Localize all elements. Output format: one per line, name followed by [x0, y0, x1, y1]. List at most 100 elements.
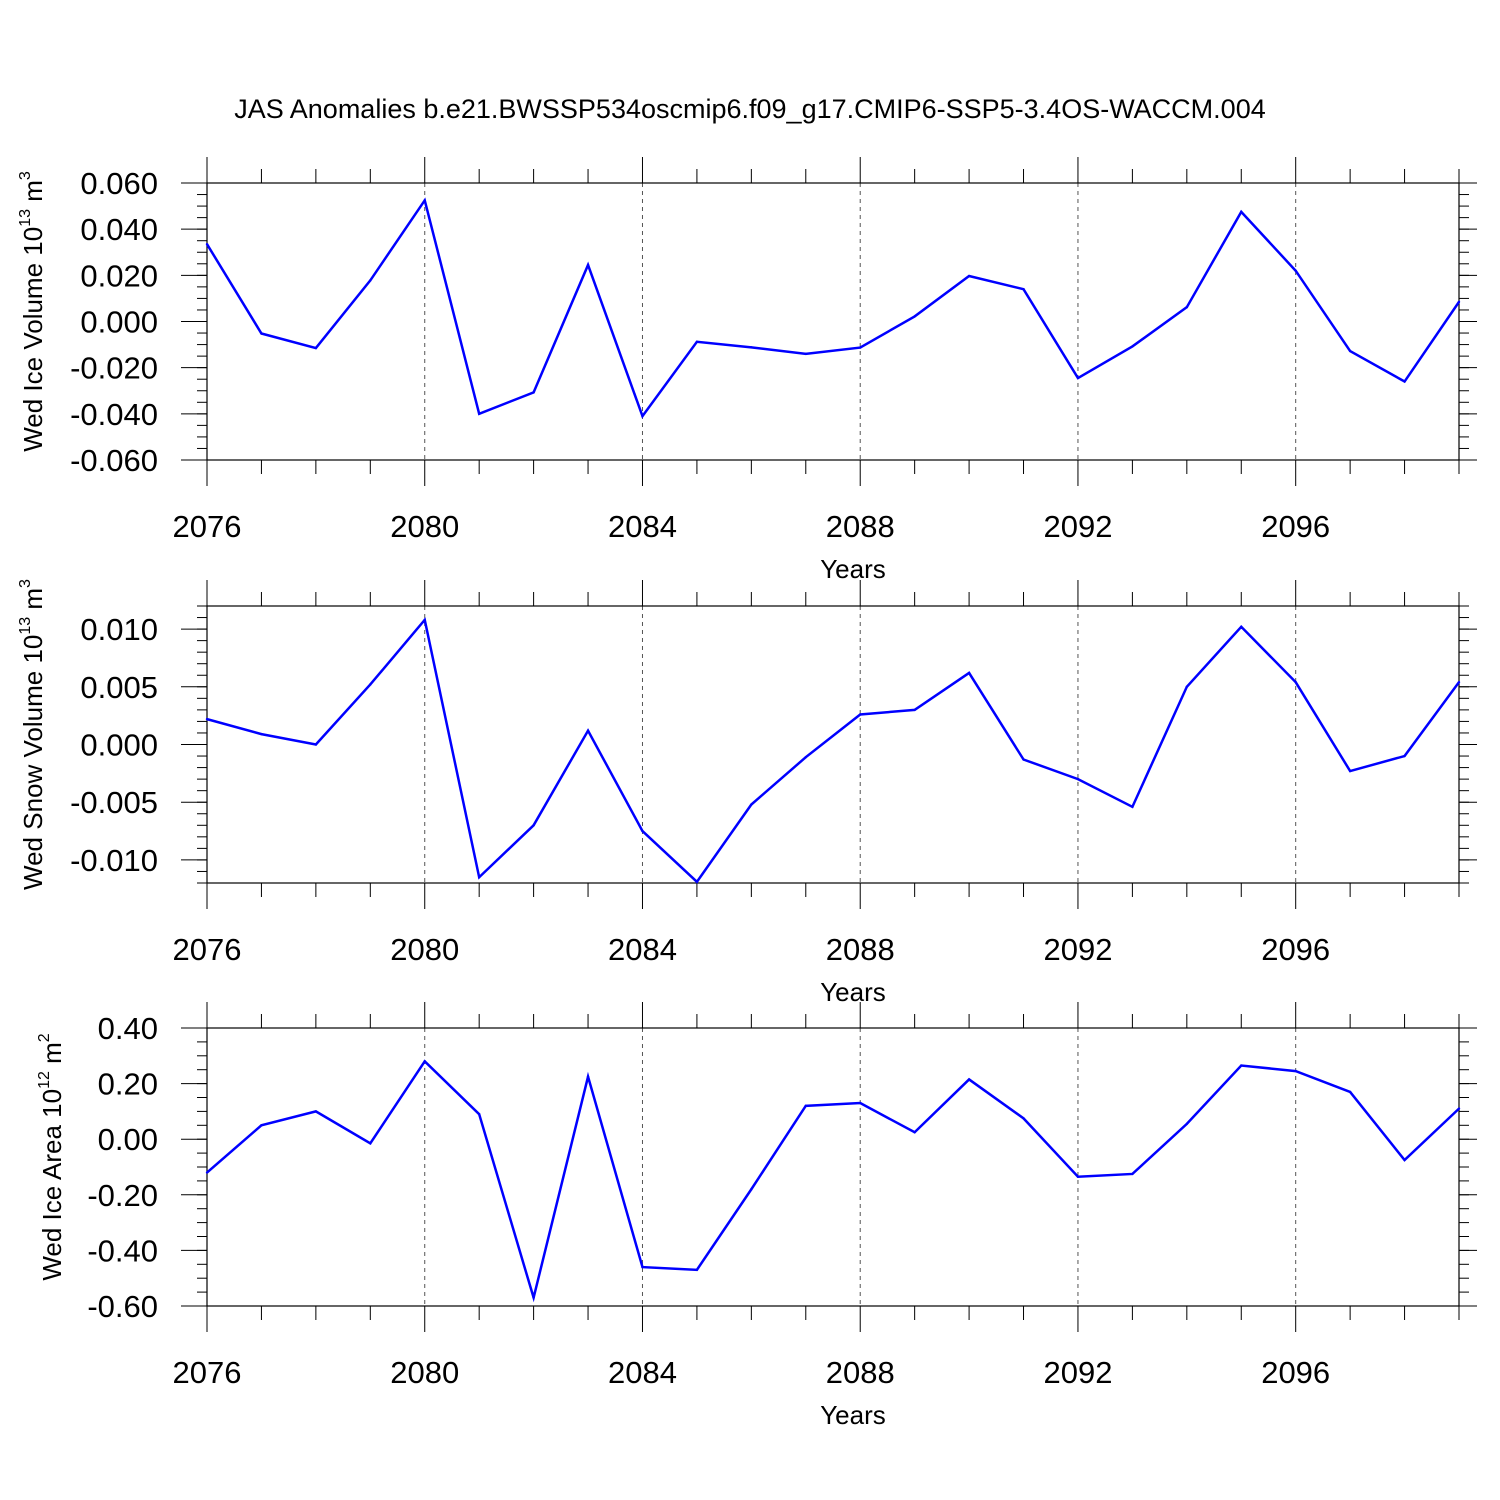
- data-point: [369, 683, 372, 686]
- y-axis-label-part: Wed Snow Volume 10: [18, 635, 48, 890]
- data-point: [1022, 1117, 1025, 1120]
- y-axis-label-superscript: 2: [36, 1033, 53, 1042]
- data-point: [859, 713, 862, 716]
- x-tick-label: 2088: [826, 1355, 895, 1390]
- y-tick-label: -0.20: [87, 1178, 158, 1213]
- y-tick-label: 0.40: [98, 1011, 158, 1046]
- y-axis-label-superscript: 3: [17, 171, 34, 180]
- data-point: [369, 1142, 372, 1145]
- y-axis-label-superscript: 13: [17, 209, 34, 227]
- y-tick-label: 0.000: [80, 305, 158, 340]
- data-point: [1403, 1158, 1406, 1162]
- data-point: [913, 315, 916, 318]
- y-axis-label: Wed Ice Area 1012 m2: [36, 1033, 67, 1280]
- data-point: [695, 880, 699, 884]
- x-tick-label: 2080: [390, 1355, 459, 1390]
- y-tick-label: 0.005: [80, 670, 158, 705]
- data-point: [532, 391, 535, 394]
- y-axis-label-part: m: [18, 588, 48, 617]
- figure-title: JAS Anomalies b.e21.BWSSP534oscmip6.f09_…: [234, 94, 1265, 124]
- data-point: [1185, 1122, 1189, 1126]
- y-tick-label: -0.60: [87, 1289, 158, 1324]
- data-point: [423, 199, 426, 202]
- data-point: [641, 1265, 644, 1269]
- data-point: [1457, 680, 1461, 684]
- plot-frame: [206, 605, 1460, 884]
- data-point: [1457, 1107, 1461, 1110]
- x-axis-label: Years: [820, 554, 886, 584]
- x-tick-label: 2076: [173, 932, 242, 967]
- data-point: [586, 263, 590, 267]
- data-point: [586, 1075, 590, 1078]
- y-axis-label: Wed Snow Volume 1013 m3: [17, 579, 48, 890]
- data-point: [967, 1078, 971, 1081]
- data-point: [1076, 1175, 1080, 1178]
- data-point: [1022, 287, 1025, 291]
- series-line: [206, 617, 1461, 884]
- y-tick-label: -0.040: [70, 397, 158, 432]
- y-axis-label-part: Wed Ice Volume 10: [18, 227, 48, 452]
- panel-wed-snow-volume: 2076 2080 2084 2088 2092 2096 0.010 0.005 0.000 -…: [17, 579, 1477, 1007]
- data-point: [695, 1268, 699, 1272]
- data-point: [967, 274, 971, 278]
- data-point: [641, 829, 644, 833]
- y-axis-label-superscript: 3: [17, 579, 34, 588]
- data-point: [1240, 210, 1243, 214]
- data-point: [804, 352, 807, 356]
- x-tick-label: 2088: [826, 932, 895, 967]
- y-tick-label: 0.00: [98, 1122, 158, 1157]
- data-point: [804, 1104, 807, 1108]
- x-tick-label: 2092: [1043, 932, 1112, 967]
- y-axis-label-superscript: 13: [17, 617, 34, 635]
- data-point: [750, 1188, 753, 1191]
- y-tick-label: -0.010: [70, 843, 158, 878]
- data-point: [750, 803, 753, 806]
- data-point: [586, 729, 590, 732]
- data-point: [1185, 305, 1189, 309]
- y-tick-label: 0.040: [80, 212, 158, 247]
- data-point: [1022, 758, 1025, 761]
- x-tick-label: 2084: [608, 932, 677, 967]
- data-point: [1131, 345, 1134, 348]
- y-axis-label-part: Wed Ice Area 10: [37, 1089, 67, 1281]
- data-point: [369, 279, 372, 282]
- data-point: [1131, 1172, 1134, 1176]
- data-point: [913, 1131, 916, 1134]
- data-point: [260, 332, 263, 335]
- panel-wed-ice-volume: 2076 2080 2084 2088 2092 2096 0.060 0.040 0.020 0…: [17, 157, 1477, 584]
- x-tick-label: 2076: [173, 1355, 242, 1390]
- data-point: [641, 414, 644, 418]
- y-axis-label-superscript: 12: [36, 1071, 53, 1089]
- x-axis-label: Years: [820, 1400, 886, 1430]
- data-point: [695, 340, 699, 344]
- data-point: [1240, 1064, 1243, 1067]
- y-tick-label: -0.005: [70, 785, 158, 820]
- y-tick-label: -0.40: [87, 1233, 158, 1268]
- y-axis-label-part: m: [18, 180, 48, 209]
- data-point: [314, 743, 318, 746]
- data-point: [260, 732, 263, 736]
- data-point: [1076, 376, 1080, 380]
- panel-wed-ice-area: 2076 2080 2084 2088 2092 2096 0.40 0.20 0.00 -0.2…: [36, 1002, 1477, 1430]
- series-line: [206, 1059, 1460, 1303]
- y-axis-label-part: m: [37, 1042, 67, 1071]
- data-point: [314, 1110, 318, 1113]
- x-tick-label: 2088: [826, 509, 895, 544]
- y-tick-label: 0.20: [98, 1067, 158, 1102]
- x-axis-label: Years: [820, 977, 886, 1007]
- data-point: [477, 412, 481, 416]
- data-point: [205, 717, 209, 721]
- data-point: [260, 1124, 263, 1127]
- data-point: [532, 824, 535, 827]
- y-axis-label: Wed Ice Volume 1013 m3: [17, 171, 48, 452]
- y-tick-label: -0.020: [70, 351, 158, 386]
- data-point: [1294, 1069, 1297, 1073]
- plot-frame: [206, 182, 1460, 461]
- series-line: [205, 197, 1461, 419]
- data-point: [1348, 349, 1352, 353]
- data-point: [967, 671, 971, 675]
- data-point: [1240, 625, 1243, 628]
- x-tick-label: 2096: [1261, 932, 1330, 967]
- y-tick-label: -0.060: [70, 443, 158, 478]
